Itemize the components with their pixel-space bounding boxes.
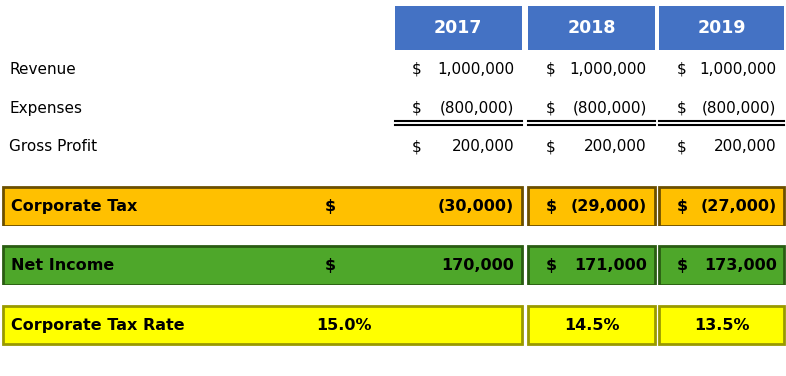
- Text: Revenue: Revenue: [9, 62, 76, 77]
- Text: (800,000): (800,000): [702, 101, 777, 115]
- Text: 170,000: 170,000: [441, 258, 514, 273]
- Text: $: $: [325, 258, 336, 273]
- Bar: [528, 187, 655, 226]
- Text: (29,000): (29,000): [571, 199, 647, 214]
- Bar: [3, 187, 522, 226]
- Text: $: $: [545, 62, 555, 77]
- Bar: [0, 285, 786, 306]
- Bar: [0, 50, 786, 89]
- Text: Gross Profit: Gross Profit: [9, 139, 97, 154]
- Text: 2019: 2019: [698, 19, 746, 37]
- Bar: [0, 127, 786, 166]
- Text: Net Income: Net Income: [11, 258, 114, 273]
- Bar: [528, 6, 655, 50]
- Bar: [3, 306, 522, 344]
- Text: 1,000,000: 1,000,000: [570, 62, 647, 77]
- Text: Expenses: Expenses: [9, 101, 83, 115]
- Text: 200,000: 200,000: [584, 139, 647, 154]
- Bar: [3, 6, 390, 50]
- Text: 15.0%: 15.0%: [317, 318, 373, 332]
- Text: 171,000: 171,000: [574, 258, 647, 273]
- Bar: [659, 187, 784, 226]
- Text: Corporate Tax: Corporate Tax: [11, 199, 138, 214]
- Text: 1,000,000: 1,000,000: [700, 62, 777, 77]
- Bar: [0, 166, 786, 187]
- Bar: [659, 306, 784, 344]
- Bar: [528, 306, 655, 344]
- Text: 200,000: 200,000: [714, 139, 777, 154]
- Text: $: $: [677, 62, 686, 77]
- Text: (800,000): (800,000): [439, 101, 514, 115]
- Bar: [0, 226, 786, 246]
- Text: $: $: [677, 258, 688, 273]
- Bar: [395, 6, 522, 50]
- Text: $: $: [677, 199, 688, 214]
- Text: $: $: [545, 139, 555, 154]
- Text: 200,000: 200,000: [451, 139, 514, 154]
- Text: 173,000: 173,000: [703, 258, 777, 273]
- Text: $: $: [412, 62, 421, 77]
- Text: $: $: [545, 258, 556, 273]
- Text: 1,000,000: 1,000,000: [437, 62, 514, 77]
- Bar: [3, 246, 522, 285]
- Text: $: $: [545, 199, 556, 214]
- Text: 2017: 2017: [434, 19, 483, 37]
- Text: $: $: [677, 101, 686, 115]
- Text: 14.5%: 14.5%: [564, 318, 619, 332]
- Text: $: $: [677, 139, 686, 154]
- Text: (30,000): (30,000): [438, 199, 514, 214]
- Text: 2018: 2018: [567, 19, 615, 37]
- Text: 13.5%: 13.5%: [694, 318, 750, 332]
- Bar: [659, 6, 784, 50]
- Text: (800,000): (800,000): [572, 101, 647, 115]
- Text: $: $: [545, 101, 555, 115]
- Bar: [528, 246, 655, 285]
- Text: $: $: [325, 199, 336, 214]
- Text: $: $: [412, 101, 421, 115]
- Text: $: $: [412, 139, 421, 154]
- Text: Corporate Tax Rate: Corporate Tax Rate: [11, 318, 185, 332]
- Bar: [659, 246, 784, 285]
- Text: (27,000): (27,000): [700, 199, 777, 214]
- Bar: [0, 89, 786, 127]
